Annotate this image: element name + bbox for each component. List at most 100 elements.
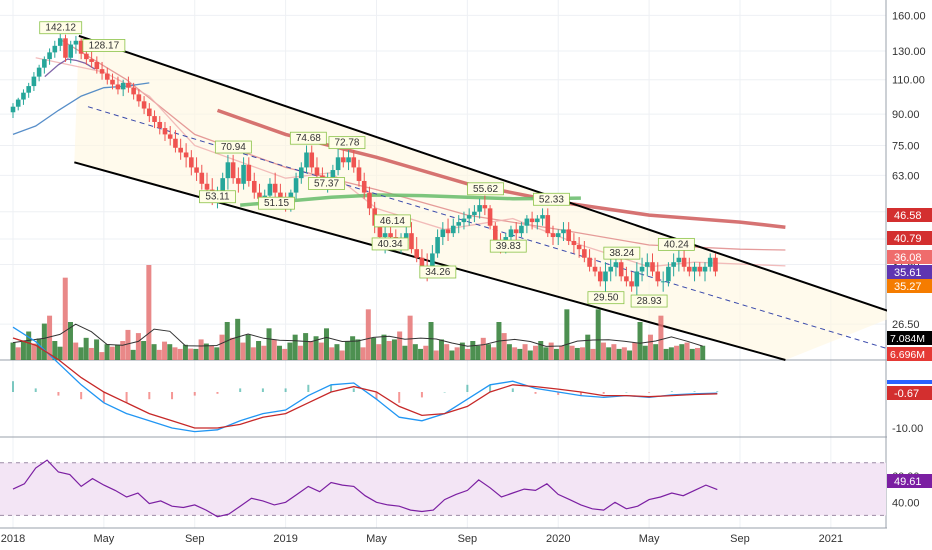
candle-body	[403, 233, 409, 241]
volume-bar	[600, 342, 606, 360]
candle-body	[120, 82, 126, 90]
volume-bar	[130, 349, 136, 360]
candle-body	[450, 225, 456, 234]
price-annotation-label: 39.83	[496, 241, 521, 252]
price-tick-label: 26.50	[892, 319, 920, 331]
volume-bar	[188, 348, 194, 360]
time-tick-label: May	[366, 533, 387, 545]
candle-body	[84, 53, 89, 60]
candle-body	[189, 157, 194, 168]
volume-bar	[125, 329, 131, 360]
volume-bar	[397, 331, 403, 360]
price-badge-label: 35.27	[894, 281, 922, 293]
price-badge-label: 36.08	[894, 252, 922, 264]
candle-body	[487, 208, 493, 226]
candle-body	[204, 183, 210, 190]
price-annotation-box	[419, 265, 457, 279]
volume-bar	[15, 347, 21, 360]
volume-bar	[182, 344, 188, 360]
candle-body	[21, 92, 26, 100]
price-tick-label: 75.00	[892, 140, 920, 152]
candle-body	[592, 266, 598, 272]
time-axis[interactable]: 2018 May Sep 2019 May Sep 2020 May Sep 2021	[0, 529, 932, 550]
volume-bar	[679, 344, 685, 360]
volume-badge-label: 7.084M	[890, 333, 925, 345]
macd-tick-label: -10.00	[892, 423, 923, 435]
volume-badge	[887, 331, 932, 345]
volume-bar	[402, 345, 408, 360]
volume-bar	[480, 337, 486, 360]
rsi-band	[0, 462, 886, 516]
macd-histogram-bar	[239, 388, 242, 392]
candle-body	[702, 266, 708, 272]
volume-bar	[94, 339, 100, 360]
candle-body	[293, 178, 299, 193]
volume-bar	[543, 347, 549, 360]
price-badge-label: 35.61	[894, 267, 922, 279]
candle-body	[608, 266, 614, 272]
volume-bar	[585, 334, 591, 360]
candle-body	[298, 167, 304, 179]
volume-bar	[627, 350, 633, 360]
volume-bar	[616, 348, 622, 360]
volume-bar	[209, 345, 215, 360]
time-tick-label: 2019	[273, 533, 297, 545]
volume-bar	[501, 333, 507, 360]
price-annotation-box	[587, 291, 625, 305]
volume-bar	[36, 338, 42, 360]
candle-body	[194, 167, 199, 173]
candle-body	[251, 180, 257, 193]
volume-bar	[177, 348, 183, 360]
volume-bar	[454, 347, 460, 360]
volume-bar	[444, 344, 450, 360]
volume-bar	[120, 341, 126, 360]
candle-body	[571, 240, 577, 246]
candle-body	[519, 225, 524, 234]
candle-body	[660, 281, 666, 283]
volume-bar	[428, 322, 434, 360]
volume-bar	[569, 345, 575, 360]
volume-bar	[162, 341, 168, 360]
macd-histogram-bar	[148, 392, 151, 400]
trend-channel-line	[74, 161, 786, 361]
time-tick-label: Sep	[458, 533, 478, 545]
volume-bar	[271, 339, 277, 360]
volume-bar	[595, 309, 601, 360]
rsi-badge	[887, 474, 932, 488]
price-annotation-box	[199, 190, 236, 204]
candle-body	[566, 229, 571, 241]
candle-body	[655, 271, 661, 282]
macd-histogram-bar	[648, 392, 651, 393]
candle-body	[147, 108, 152, 117]
candle-body	[341, 157, 346, 163]
moving-average-line	[44, 58, 96, 78]
candle-body	[377, 225, 383, 238]
trend-channel-line	[78, 34, 900, 316]
volume-bar	[229, 337, 235, 360]
candle-body	[246, 164, 252, 181]
candle-body	[692, 266, 697, 272]
volume-bar	[250, 347, 256, 360]
price-axis[interactable]: 160.00130.00110.0090.0075.0063.0051.0043…	[887, 0, 932, 550]
volume-bar	[57, 346, 63, 360]
candle-body	[576, 245, 582, 250]
candle-body	[472, 211, 477, 216]
candle-body	[68, 44, 74, 58]
volume-bar	[261, 345, 267, 360]
volume-bar	[590, 348, 596, 360]
candle-body	[545, 215, 551, 234]
candle-body	[230, 162, 236, 179]
volume-bar	[276, 345, 282, 360]
price-annotation-label: 29.50	[593, 293, 618, 304]
price-annotation-label: 53.11	[205, 192, 230, 203]
candle-body	[440, 229, 446, 238]
candle-body	[540, 215, 545, 219]
candle-body	[639, 266, 645, 272]
candle-body	[409, 233, 414, 250]
candle-body	[445, 229, 451, 234]
candle-body	[330, 170, 336, 179]
macd-signal-badge	[887, 386, 932, 400]
candle-body	[309, 152, 315, 168]
price-badge	[887, 208, 932, 222]
